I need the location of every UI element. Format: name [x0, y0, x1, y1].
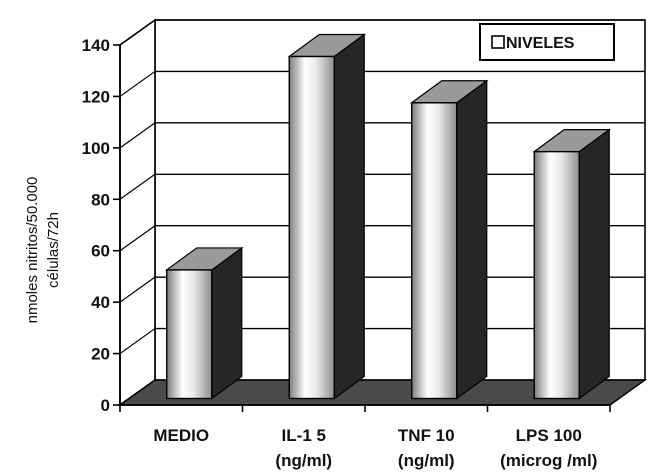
x-tick-label: (ng/ml): [275, 451, 332, 470]
gridline-side: [119, 328, 156, 355]
gridline-side: [119, 19, 156, 46]
bar: [287, 33, 367, 400]
bar: [532, 128, 612, 400]
x-tick-label: (microg /ml): [500, 451, 597, 470]
x-tick-label: IL-1 5: [282, 426, 326, 445]
gridline-side: [119, 70, 156, 97]
bar-front: [166, 269, 213, 400]
x-tick-label: LPS 100: [516, 426, 582, 445]
bar-side: [456, 79, 488, 400]
bar-front: [533, 150, 580, 400]
bar-front: [411, 102, 458, 400]
y-tick-label: 120: [82, 87, 110, 106]
bar-side: [211, 246, 243, 400]
y-tick-label: 0: [101, 396, 110, 415]
axes: [113, 44, 611, 412]
y-tick-label: 40: [91, 293, 110, 312]
gridline-side: [119, 173, 156, 200]
gridline-side: [119, 276, 156, 303]
y-tick-label: 60: [91, 242, 110, 261]
legend-label: NIVELES: [506, 35, 575, 52]
gridline-side: [119, 122, 156, 149]
y-tick-label: 100: [82, 139, 110, 158]
legend-swatch: [491, 35, 505, 49]
x-tick-label: MEDIO: [153, 426, 209, 445]
y-axis-title-line-1: nmoles nitritos/50.000: [24, 177, 41, 324]
bar: [409, 79, 489, 400]
bar: [164, 246, 244, 400]
x-tick-labels: MEDIO IL-1 5 (ng/ml) TNF 10 (ng/ml) LPS 100 (m…: [153, 426, 597, 470]
bar-side: [578, 128, 610, 400]
side-wall: [119, 18, 156, 407]
x-tick-label: TNF 10: [398, 426, 455, 445]
bars: [164, 33, 612, 400]
x-tick-label: (ng/ml): [398, 451, 455, 470]
y-axis-title-line-2: células/72h: [45, 212, 62, 288]
y-tick-label: 20: [91, 345, 110, 364]
bar-front: [288, 55, 335, 400]
gridline-side: [119, 225, 156, 252]
y-tick-labels: 0 20 40 60 80 100 120 140: [82, 36, 110, 415]
legend: NIVELES: [479, 23, 615, 61]
y-tick-label: 80: [91, 190, 110, 209]
y-axis-title: nmoles nitritos/50.000 células/72h: [24, 177, 62, 324]
y-tick-label: 140: [82, 36, 110, 55]
bar-side: [333, 33, 365, 400]
